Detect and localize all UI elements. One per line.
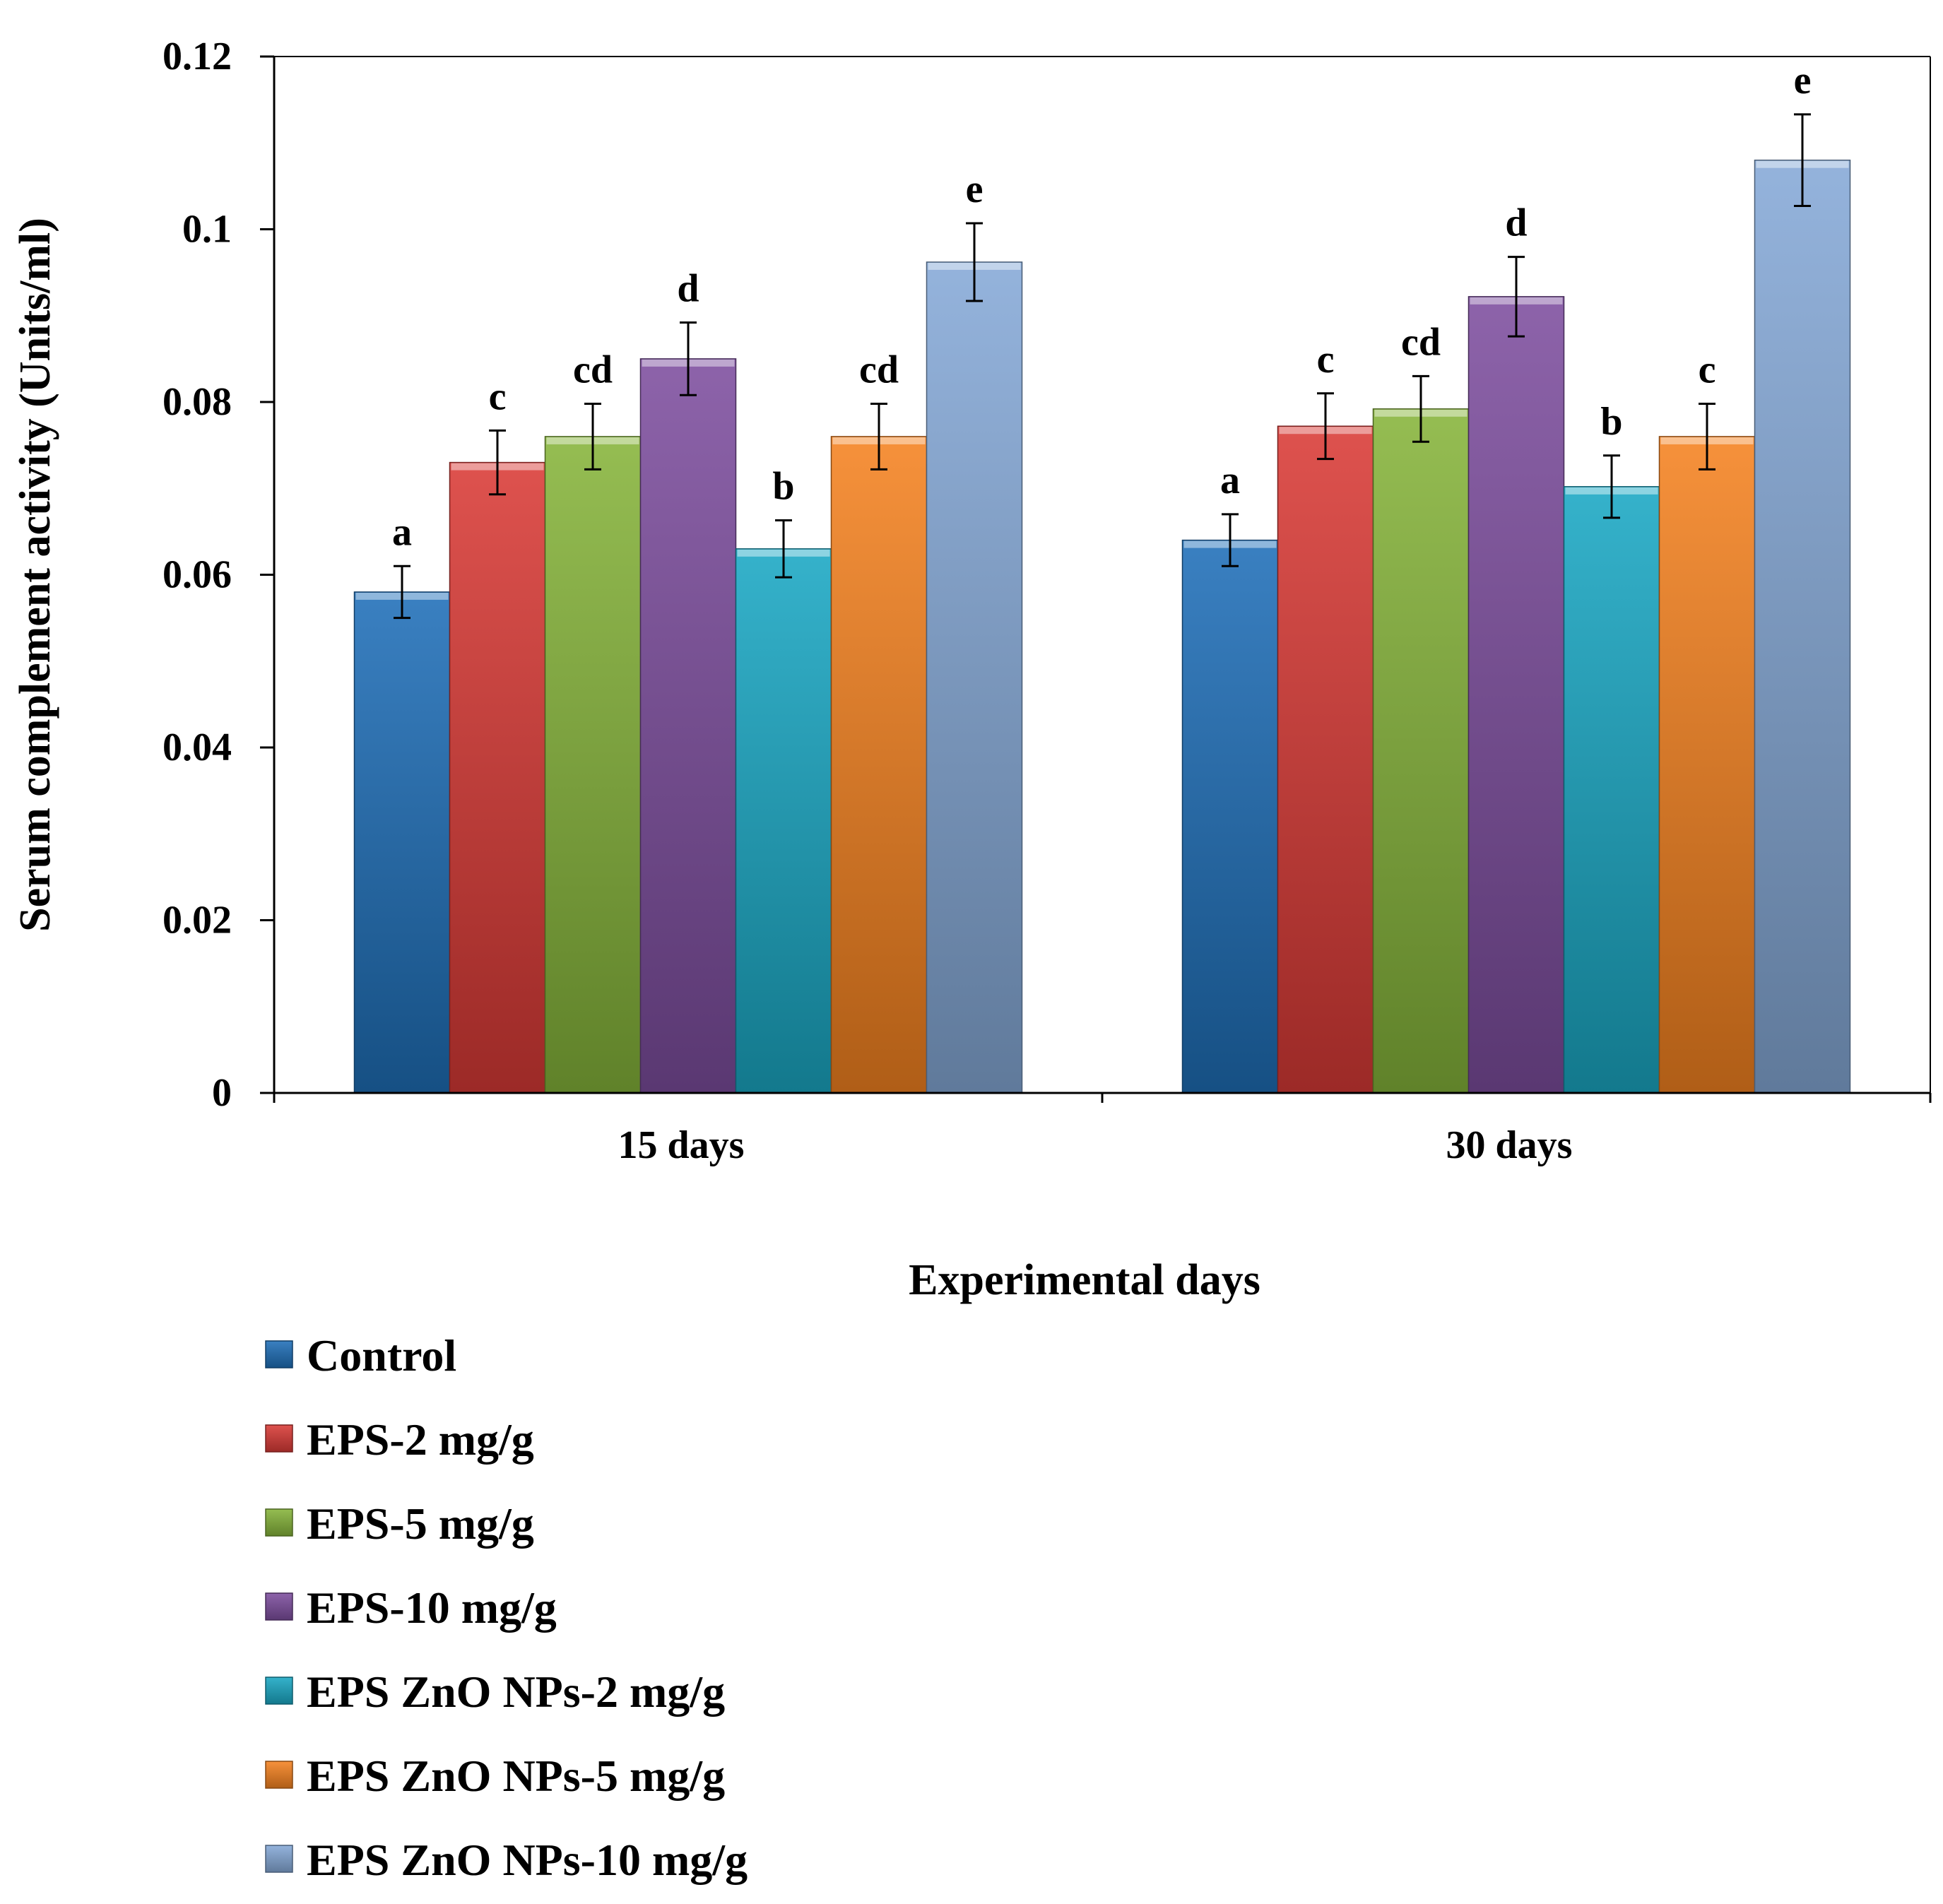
legend-label-1: Control (307, 1330, 456, 1380)
bar-1-5 (735, 548, 832, 1094)
significance-label: c (1317, 338, 1335, 382)
bar-2-4 (1467, 296, 1565, 1094)
bar-1-1 (353, 591, 451, 1094)
legend-swatch-4 (265, 1592, 293, 1621)
x-tick-label: 15 days (618, 1123, 745, 1167)
bars-layer: a c cd d b cd e a c cd d b c e (353, 59, 1851, 1094)
legend-label-3: EPS-5 mg/g (307, 1498, 534, 1549)
significance-label: cd (573, 348, 613, 391)
y-tick-label: 0.06 (163, 553, 232, 597)
legend-label-2: EPS-2 mg/g (307, 1414, 534, 1465)
bar-2-3 (1372, 408, 1470, 1094)
legend-label-6: EPS ZnO NPs-5 mg/g (307, 1751, 725, 1801)
bar-2-1 (1181, 539, 1279, 1094)
bar-1-4 (639, 358, 737, 1094)
y-tick-label: 0.02 (163, 899, 232, 942)
y-tick-label: 0.12 (163, 35, 232, 78)
significance-label: e (966, 167, 984, 211)
y-axis-title: Serum complement activity (Units/ml) (11, 218, 59, 932)
significance-label: c (1699, 348, 1716, 391)
legend-label-4: EPS-10 mg/g (307, 1583, 557, 1633)
axes-layer: 0 0.02 0.04 0.06 0.08 0.1 0.12 15 days 30 days (163, 35, 1932, 1167)
x-tick-label: 30 days (1446, 1123, 1573, 1167)
bar-2-6 (1658, 436, 1756, 1094)
bar-1-3 (544, 436, 642, 1094)
legend-swatch-1 (265, 1340, 293, 1368)
bar-2-5 (1563, 486, 1660, 1094)
legend-swatch-5 (265, 1677, 293, 1705)
bar-2-7 (1754, 159, 1851, 1094)
y-axis-title-group: Serum complement activity (Units/ml) (11, 218, 59, 932)
y-tick-label: 0.1 (182, 208, 232, 252)
bar-1-2 (449, 461, 546, 1094)
legend-swatch-3 (265, 1508, 293, 1537)
significance-label: a (392, 510, 412, 554)
significance-label: e (1794, 59, 1812, 102)
legend-swatch-7 (265, 1845, 293, 1873)
y-tick-label: 0.08 (163, 380, 232, 424)
significance-label: d (677, 267, 699, 311)
significance-label: cd (1401, 320, 1441, 364)
x-axis-title: Experimental days (909, 1256, 1260, 1304)
legend-label-7: EPS ZnO NPs-10 mg/g (307, 1835, 748, 1885)
legend-swatch-2 (265, 1424, 293, 1453)
significance-label: a (1220, 459, 1240, 502)
significance-label: cd (859, 348, 899, 391)
significance-label: b (1600, 400, 1622, 444)
significance-label: c (489, 374, 507, 418)
legend-swatch-6 (265, 1761, 293, 1789)
bar-1-7 (926, 261, 1023, 1094)
significance-label: b (772, 464, 794, 508)
bar-1-6 (830, 436, 928, 1094)
y-tick-label: 0 (212, 1071, 232, 1115)
legend-label-5: EPS ZnO NPs-2 mg/g (307, 1667, 725, 1717)
legend: Control EPS-2 mg/g EPS-5 mg/g EPS-10 mg/g EP… (265, 1330, 748, 1885)
y-tick-label: 0.04 (163, 726, 232, 769)
bar-2-2 (1277, 425, 1374, 1094)
significance-label: d (1505, 201, 1527, 245)
